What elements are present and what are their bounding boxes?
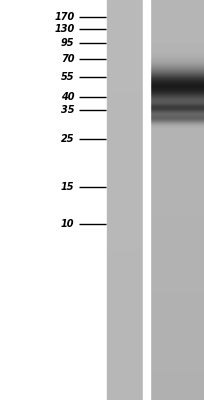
Text: 40: 40 xyxy=(61,92,74,102)
Text: 15: 15 xyxy=(61,182,74,192)
Text: 25: 25 xyxy=(61,134,74,144)
Text: 55: 55 xyxy=(61,72,74,82)
Text: 95: 95 xyxy=(61,38,74,48)
Text: 130: 130 xyxy=(54,24,74,34)
Bar xyxy=(150,0,204,400)
Bar xyxy=(107,0,143,400)
Text: 10: 10 xyxy=(61,219,74,229)
Text: 170: 170 xyxy=(54,12,74,22)
Text: 70: 70 xyxy=(61,54,74,64)
Bar xyxy=(143,0,150,400)
Text: 35: 35 xyxy=(61,105,74,115)
